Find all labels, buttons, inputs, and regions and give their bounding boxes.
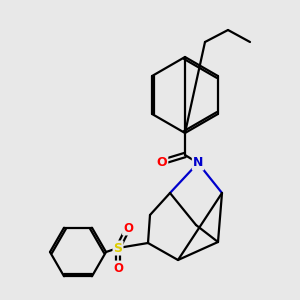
Text: S: S	[113, 242, 122, 254]
Text: O: O	[157, 155, 167, 169]
Text: N: N	[193, 157, 203, 169]
Text: O: O	[123, 221, 133, 235]
Text: O: O	[113, 262, 123, 275]
